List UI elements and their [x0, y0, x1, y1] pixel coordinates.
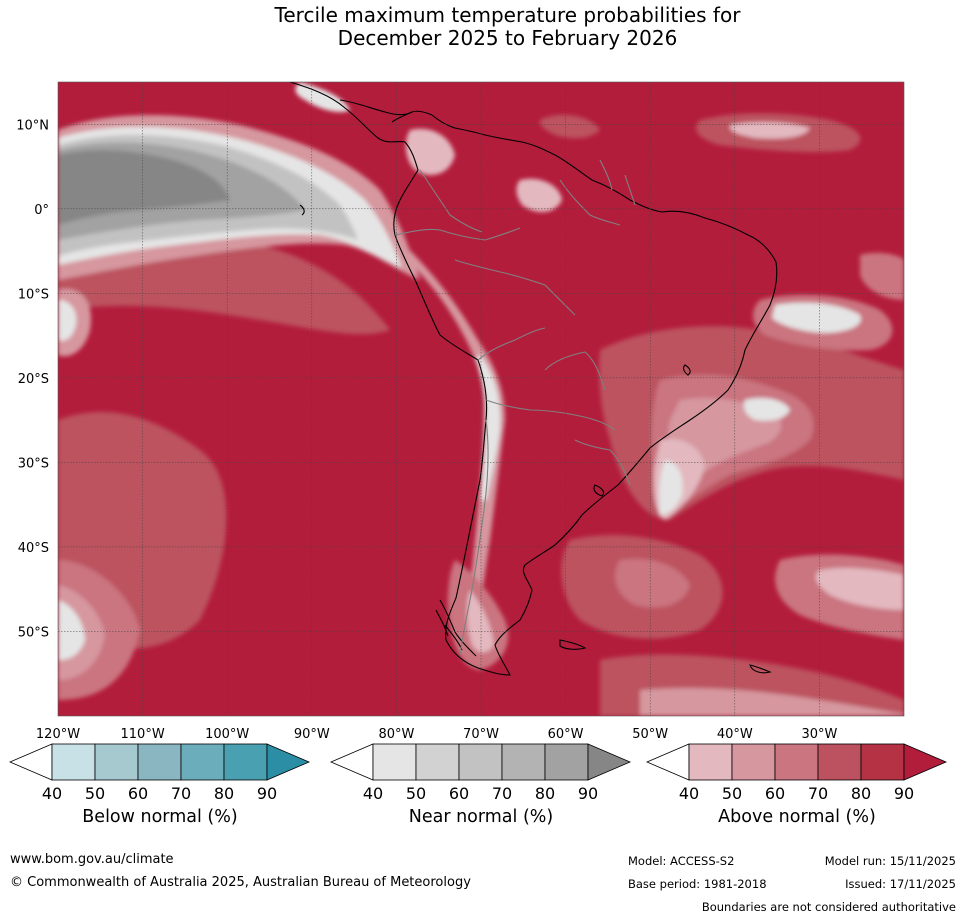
colorbar-min-extension [645, 743, 690, 781]
country-boundaries [394, 159, 636, 656]
colorbar-segment [688, 743, 733, 781]
lat-label: 50°S [18, 625, 49, 640]
colorbar-segment [458, 743, 503, 781]
colorbar-tick-label: 90 [257, 784, 277, 803]
colorbar-segment [860, 743, 905, 781]
disclaimer-text: Boundaries are not considered authoritat… [701, 900, 956, 914]
colorbar-segment [372, 743, 417, 781]
colorbar-min-extension [8, 743, 53, 781]
colorbar-max-extension [587, 743, 632, 781]
colorbar-tick-label: 40 [679, 784, 699, 803]
lat-label: 0° [34, 203, 49, 218]
title-line-1: Tercile maximum temperature probabilitie… [274, 3, 741, 27]
model-text: Model: ACCESS-S2 [628, 854, 735, 868]
model-run-text: Model run: 15/11/2025 [824, 854, 956, 868]
colorbar-segment [774, 743, 819, 781]
colorbar-max-extension [266, 743, 311, 781]
colorbar-below-label: Below normal (%) [82, 807, 238, 827]
colorbar-segment [544, 743, 589, 781]
colorbar-tick-label: 80 [214, 784, 234, 803]
website-link[interactable]: www.bom.gov.au/climate [10, 852, 174, 867]
colorbar-tick-label: 70 [492, 784, 512, 803]
lon-label: 30°W [801, 727, 837, 742]
colorbar-segment [223, 743, 268, 781]
map-title: Tercile maximum temperature probabilitie… [0, 4, 965, 50]
colorbar-tick-label: 70 [808, 784, 828, 803]
colorbar-tick-label: 40 [42, 784, 62, 803]
lon-label: 100°W [205, 727, 249, 742]
colorbar-segment [51, 743, 96, 781]
lon-label: 110°W [121, 727, 165, 742]
probability-field [58, 82, 904, 716]
colorbar-tick-label: 60 [765, 784, 785, 803]
lat-label: 10°N [16, 118, 49, 133]
colorbar-1: 40 50 60 70 80 90 [329, 743, 632, 803]
colorbar-segment [94, 743, 139, 781]
colorbar-2: 40 50 60 70 80 90 [645, 743, 948, 803]
colorbar-segment [415, 743, 460, 781]
colorbars: 40 50 60 70 80 90 40 50 60 70 80 90 40 50 60 70 80 90 [8, 743, 948, 803]
lat-label: 40°S [18, 541, 49, 556]
lon-label: 90°W [294, 727, 330, 742]
graticule [58, 82, 904, 716]
colorbar-tick-label: 50 [85, 784, 105, 803]
colorbar-tick-label: 40 [363, 784, 383, 803]
colorbar-segment [180, 743, 225, 781]
colorbar-tick-label: 90 [578, 784, 598, 803]
lon-label: 50°W [632, 727, 668, 742]
colorbar-above-label: Above normal (%) [718, 807, 876, 827]
lon-label: 120°W [36, 727, 80, 742]
lat-label: 30°S [18, 456, 49, 471]
colorbar-tick-label: 60 [449, 784, 469, 803]
colorbar-segment [501, 743, 546, 781]
colorbar-tick-label: 80 [851, 784, 871, 803]
colorbar-0: 40 50 60 70 80 90 [8, 743, 311, 803]
colorbar-tick-label: 80 [535, 784, 555, 803]
colorbar-segment [817, 743, 862, 781]
colorbar-tick-label: 60 [128, 784, 148, 803]
colorbar-near-label: Near normal (%) [408, 807, 554, 827]
lat-label: 10°S [18, 287, 49, 302]
lat-label: 20°S [18, 372, 49, 387]
colorbar-segment [137, 743, 182, 781]
axis-labels: 120°W 110°W 100°W 90°W 80°W 70°W 60°W 50°W 40°W 3… [16, 118, 837, 742]
colorbar-tick-label: 90 [894, 784, 914, 803]
coastlines [289, 82, 778, 676]
lon-label: 70°W [463, 727, 499, 742]
copyright-text: © Commonwealth of Australia 2025, Austra… [10, 875, 471, 890]
colorbar-max-extension [903, 743, 948, 781]
colorbar-tick-label: 70 [171, 784, 191, 803]
lon-label: 80°W [378, 727, 414, 742]
title-line-2: December 2025 to February 2026 [337, 26, 678, 50]
colorbar-segment [731, 743, 776, 781]
issued-text: Issued: 17/11/2025 [845, 877, 956, 891]
map-frame [57, 81, 905, 717]
lon-label: 40°W [717, 727, 753, 742]
colorbar-tick-label: 50 [406, 784, 426, 803]
base-period-text: Base period: 1981-2018 [628, 877, 767, 891]
colorbar-tick-label: 50 [722, 784, 742, 803]
lon-label: 60°W [548, 727, 584, 742]
colorbar-min-extension [329, 743, 374, 781]
